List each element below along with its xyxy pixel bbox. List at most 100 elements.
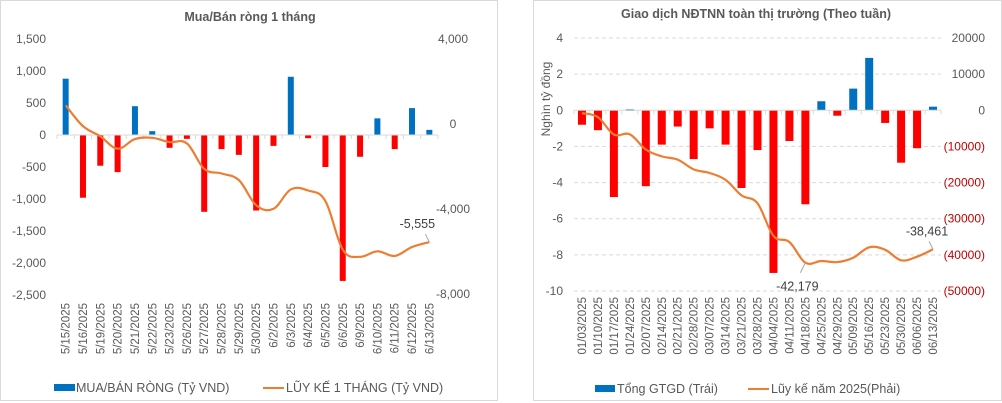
- x-tick-label: 6/5/2025: [320, 303, 332, 348]
- y-tick-label: 0: [556, 103, 563, 117]
- y-tick-label: -6: [552, 212, 563, 226]
- y-tick-label: -1,000: [12, 192, 46, 206]
- legend-label-bar: Tổng GTGD (Trái): [617, 382, 718, 396]
- y-tick-label: 1,000: [16, 64, 46, 78]
- x-tick-label: 04/18/2025: [800, 297, 812, 355]
- chart-title: Giao dịch NĐTNN toàn thị trường (Theo tu…: [621, 7, 891, 21]
- bar-5/21/2025: [131, 106, 138, 135]
- y2-tick-label: (30000): [944, 212, 985, 226]
- bar-5/16/2025: [79, 135, 86, 198]
- x-tick-label: 06/06/2025: [912, 297, 924, 355]
- x-tick-label: 02/21/2025: [673, 297, 685, 355]
- x-tick-label: 5/29/2025: [234, 303, 246, 354]
- x-tick-label: 01/03/2025: [577, 297, 589, 355]
- bar-06/13/2025: [929, 106, 938, 111]
- foreign-investor-weekly-chart: Giao dịch NĐTNN toàn thị trường (Theo tu…: [539, 7, 985, 396]
- x-tick-label: 6/3/2025: [286, 303, 298, 348]
- y2-tick-label: 4,000: [438, 32, 468, 46]
- y2-tick-label: (10000): [944, 139, 985, 153]
- x-tick-label: 06/13/2025: [928, 297, 940, 355]
- x-tick-label: 5/22/2025: [147, 303, 159, 354]
- x-tick-label: 05/23/2025: [880, 297, 892, 355]
- x-tick-label: 5/30/2025: [251, 303, 263, 354]
- bar-5/30/2025: [253, 135, 260, 211]
- bar-02/28/2025: [689, 110, 698, 160]
- x-tick-label: 5/23/2025: [165, 303, 177, 354]
- bar-04/29/2025: [833, 110, 842, 116]
- annotation-leader: [799, 262, 806, 273]
- annotation-leader: [424, 233, 430, 243]
- x-tick-label: 6/9/2025: [355, 303, 367, 348]
- bar-04/04/2025: [769, 110, 778, 273]
- x-tick-label: 6/12/2025: [407, 303, 419, 354]
- x-tick-label: 5/20/2025: [113, 303, 125, 354]
- x-tick-label: 02/14/2025: [657, 297, 669, 355]
- bar-5/29/2025: [235, 135, 242, 155]
- bar-05/23/2025: [881, 110, 890, 123]
- bar-06/06/2025: [913, 110, 922, 149]
- bar-6/2/2025: [270, 135, 277, 146]
- bar-5/26/2025: [183, 135, 190, 139]
- cumulative-line: [581, 112, 934, 266]
- y-tick-label: -4: [552, 176, 563, 190]
- bar-01/17/2025: [609, 110, 618, 198]
- x-tick-label: 03/28/2025: [753, 297, 765, 355]
- x-tick-label: 03/14/2025: [721, 297, 733, 355]
- bar-03/21/2025: [737, 110, 746, 188]
- y2-tick-label: 0: [450, 117, 457, 131]
- x-tick-label: 5/28/2025: [217, 303, 229, 354]
- x-tick-label: 5/21/2025: [130, 303, 142, 354]
- x-tick-label: 04/04/2025: [768, 297, 780, 355]
- bar-6/11/2025: [391, 135, 398, 150]
- left-chart-panel: Mua/Bán ròng 1 tháng 1,500 1,000 500 0 -500 -…: [0, 0, 498, 401]
- y2-tick-label: (20000): [944, 176, 985, 190]
- bar-04/11/2025: [785, 110, 794, 142]
- bar-5/27/2025: [201, 135, 208, 212]
- bar-5/19/2025: [97, 135, 104, 166]
- x-tick-label: 6/13/2025: [424, 303, 436, 354]
- bar-5/28/2025: [218, 135, 225, 150]
- bar-05/16/2025: [865, 57, 874, 111]
- legend: MUA/BÁN RÒNG (Tỷ VND) LŨY KẾ 1 THÁNG (Tỷ…: [54, 380, 443, 395]
- x-tick-label: 5/19/2025: [95, 303, 107, 354]
- x-tick-label: 04/11/2025: [784, 297, 796, 354]
- legend-label-line: LŨY KẾ 1 THÁNG (Tỷ VND): [286, 380, 443, 395]
- bar-03/07/2025: [705, 110, 714, 129]
- y2-tick-label: -8,000: [436, 287, 470, 301]
- y-tick-label: -2: [552, 139, 563, 153]
- x-tick-label: 03/07/2025: [705, 297, 717, 355]
- x-tick-label: 5/16/2025: [78, 303, 90, 354]
- right-chart-panel: Giao dịch NĐTNN toàn thị trường (Theo tu…: [533, 0, 1002, 401]
- bar-6/5/2025: [322, 135, 329, 167]
- bar-03/14/2025: [721, 110, 730, 145]
- y-tick-label: 500: [26, 96, 46, 110]
- x-tick-label: 05/30/2025: [896, 297, 908, 355]
- x-tick-label: 5/26/2025: [182, 303, 194, 354]
- y-axis-label: Nghìn tỷ đồng: [539, 62, 553, 137]
- bar-02/14/2025: [657, 110, 666, 145]
- cumulative-line: [64, 104, 430, 259]
- legend-label-line: Lũy kế năm 2025(Phải): [771, 382, 900, 396]
- y-tick-label: -2,000: [12, 256, 46, 270]
- bar-01/03/2025: [577, 110, 586, 125]
- legend-swatch-bar: [54, 384, 75, 391]
- x-tick-label: 6/4/2025: [303, 303, 315, 348]
- y-tick-label: -2,500: [12, 288, 46, 302]
- bar-6/13/2025: [426, 129, 433, 135]
- x-tick-label: 5/27/2025: [199, 303, 211, 354]
- data-label: -5,555: [400, 217, 435, 231]
- x-tick-label: 6/11/2025: [390, 303, 402, 353]
- x-tick-label: 5/15/2025: [61, 303, 73, 354]
- bar-04/25/2025: [817, 101, 826, 111]
- y2-tick-label: (40000): [944, 248, 985, 262]
- x-tick-label: 03/21/2025: [737, 297, 749, 355]
- bar-6/9/2025: [357, 135, 364, 157]
- y-tick-label: 0: [39, 128, 46, 142]
- bar-02/21/2025: [673, 110, 682, 127]
- legend-swatch-bar: [595, 385, 615, 392]
- y-tick-label: 2: [556, 67, 563, 81]
- y-tick-label: -10: [546, 284, 564, 298]
- chart-title: Mua/Bán ròng 1 tháng: [184, 10, 315, 24]
- bar-05/30/2025: [897, 110, 906, 163]
- annotation-leader: [928, 241, 934, 250]
